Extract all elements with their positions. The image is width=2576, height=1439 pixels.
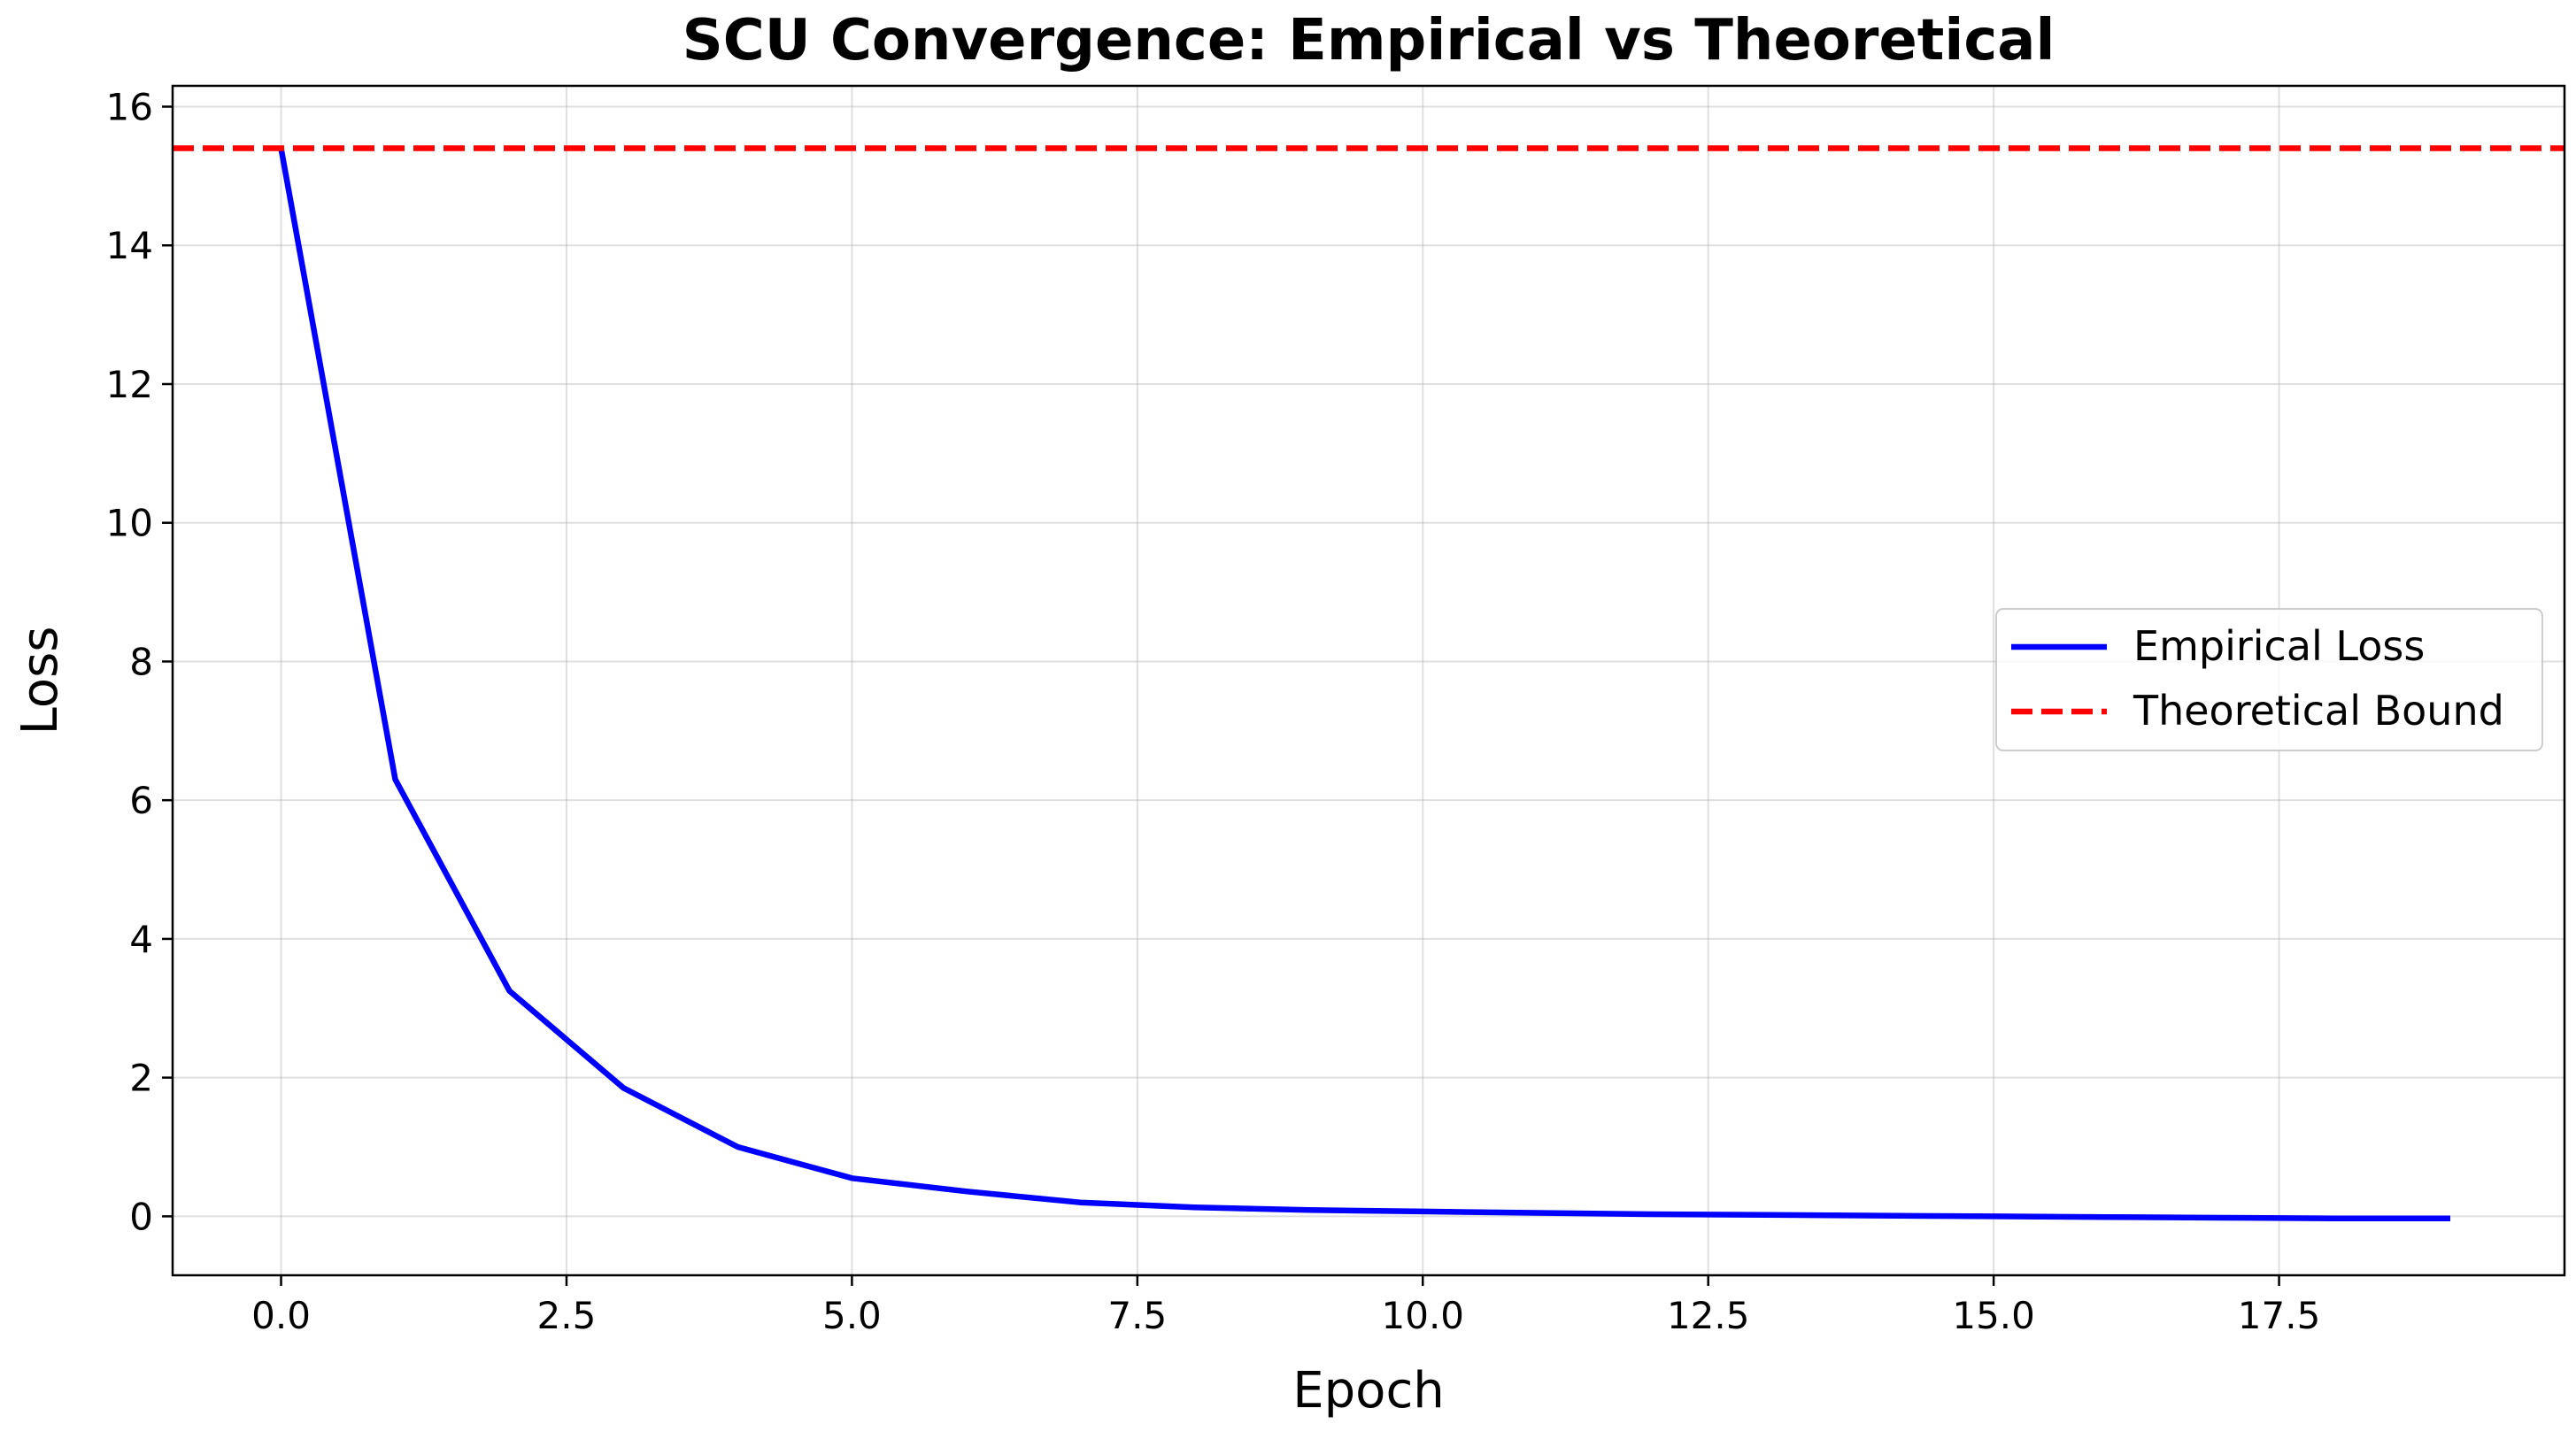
axes-frame [171, 84, 2566, 1277]
x-tick-label: 12.5 [1667, 1294, 1750, 1337]
legend-label-theoretical-bound: Theoretical Bound [2133, 687, 2504, 735]
ticks: 0.0 2.5 5.0 7.5 10.0 12.5 15.0 17.5 0 2 4 6 8 10 12 14 1… [106, 86, 2321, 1337]
legend-label-empirical-loss: Empirical Loss [2133, 622, 2425, 670]
y-tick-label: 6 [129, 779, 153, 822]
y-tick-label: 0 [129, 1195, 153, 1238]
y-tick-label: 14 [106, 224, 153, 267]
x-tick-label: 7.5 [1107, 1294, 1167, 1337]
plot-area [173, 145, 2564, 1221]
y-tick-label: 2 [129, 1057, 153, 1100]
x-tick-label: 10.0 [1382, 1294, 1465, 1337]
x-tick-label: 0.0 [251, 1294, 311, 1337]
y-tick-label: 10 [106, 502, 153, 545]
x-tick-label: 17.5 [2238, 1294, 2321, 1337]
y-tick-label: 4 [129, 918, 153, 961]
chart-title: SCU Convergence: Empirical vs Theoretica… [683, 8, 2055, 73]
x-axis-label: Epoch [1292, 1362, 1444, 1420]
grid [173, 86, 2564, 1275]
legend-box [1995, 608, 2543, 751]
y-tick-label: 8 [129, 640, 153, 683]
y-axis-label: Loss [12, 627, 69, 735]
x-tick-label: 5.0 [822, 1294, 882, 1337]
y-tick-label: 12 [106, 363, 153, 406]
legend: Empirical Loss Theoretical Bound [1995, 608, 2543, 751]
x-tick-label: 15.0 [1952, 1294, 2035, 1337]
y-tick-label: 16 [106, 86, 153, 129]
x-tick-label: 2.5 [537, 1294, 597, 1337]
series-line-empirical-loss [278, 147, 2450, 1221]
